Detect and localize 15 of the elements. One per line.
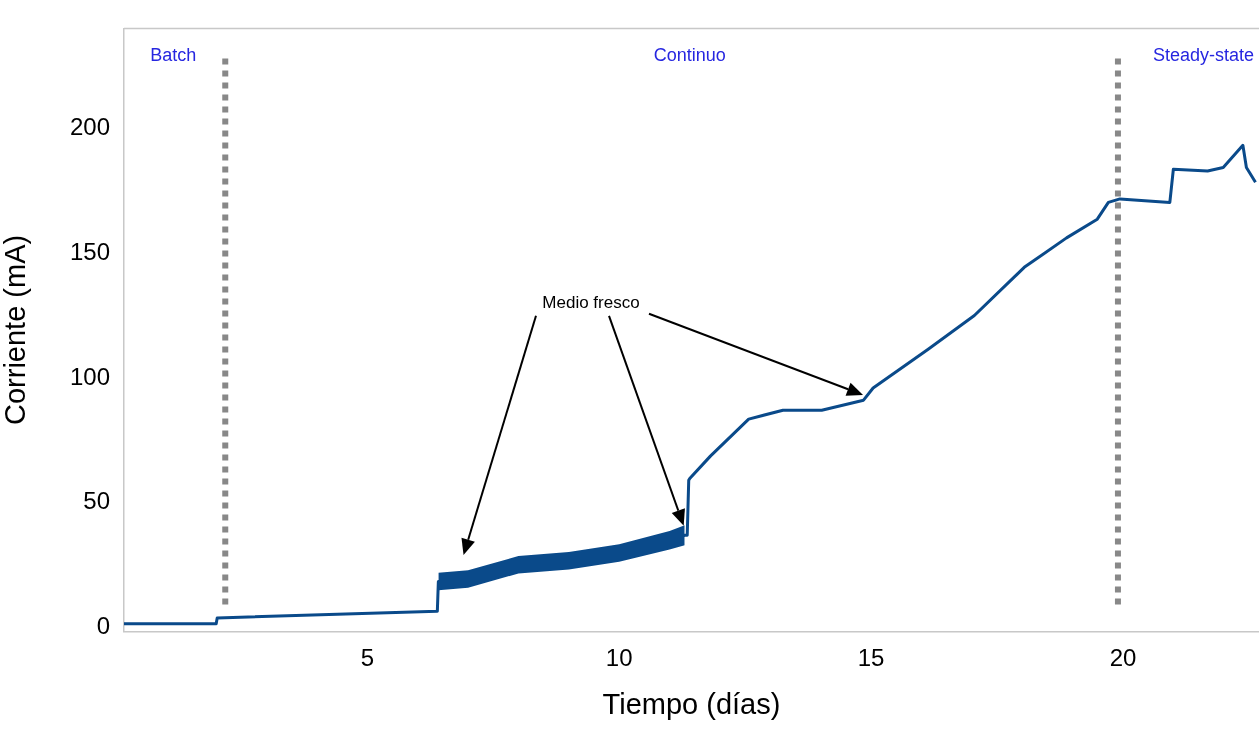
y-tick-label: 0 xyxy=(96,612,110,640)
x-tick-label: 15 xyxy=(857,644,885,672)
annotation: Medio fresco xyxy=(542,293,640,313)
x-tick-label: 20 xyxy=(1109,644,1137,672)
y-tick-label: 150 xyxy=(69,237,110,265)
y-tick-label: 100 xyxy=(69,362,110,390)
x-tick-label: 10 xyxy=(605,644,633,672)
annotation: Steady-state xyxy=(1153,44,1255,65)
annotation: Batch xyxy=(150,44,197,65)
x-tick-label: 5 xyxy=(360,644,374,672)
annotation: Continuo xyxy=(653,44,726,65)
y-axis-title: Corriente (mA) xyxy=(0,234,32,425)
y-tick-label: 200 xyxy=(69,112,110,140)
y-tick-label: 50 xyxy=(83,487,110,515)
x-axis-title: Tiempo (días) xyxy=(602,687,781,720)
